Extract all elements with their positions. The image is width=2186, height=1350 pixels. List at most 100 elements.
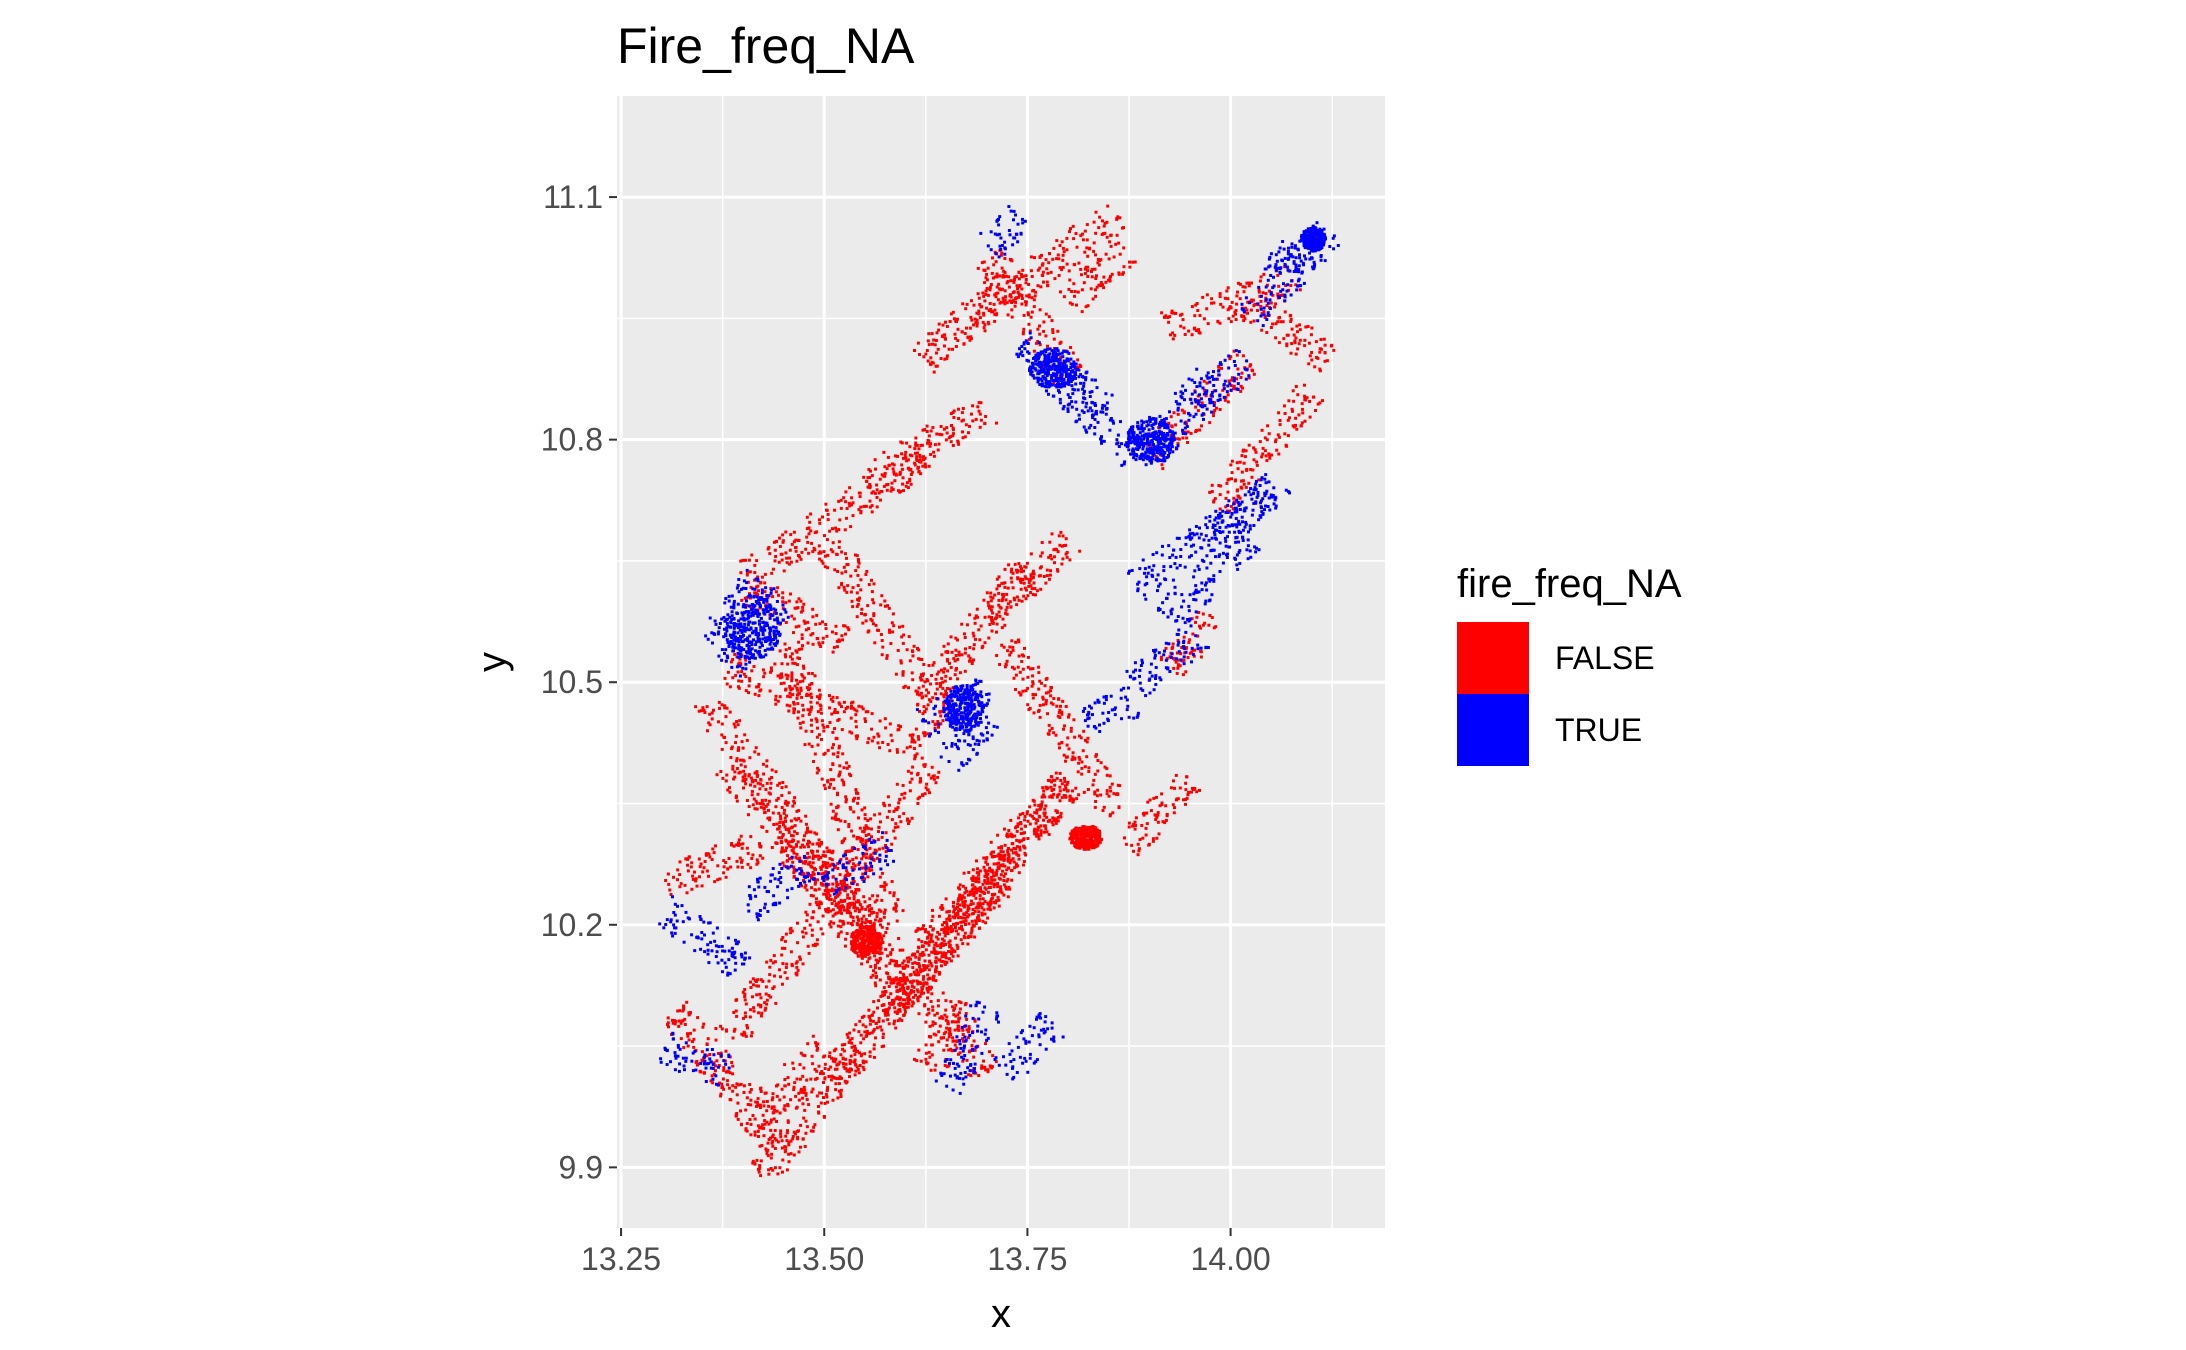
data-point <box>997 852 1001 856</box>
data-point <box>958 916 962 919</box>
data-point <box>882 986 886 990</box>
data-point <box>779 850 783 854</box>
data-point <box>846 896 850 900</box>
data-point <box>977 910 981 914</box>
data-point <box>923 428 927 432</box>
data-point <box>1264 454 1268 458</box>
data-point <box>938 710 942 714</box>
data-point <box>1068 278 1072 282</box>
data-point <box>756 1124 760 1128</box>
data-point <box>965 623 969 627</box>
data-point <box>857 888 861 892</box>
data-point <box>1000 626 1004 630</box>
data-point <box>738 719 742 723</box>
data-point <box>896 978 900 981</box>
data-point <box>957 653 961 657</box>
data-point <box>936 944 939 948</box>
data-point <box>992 302 996 306</box>
data-point <box>991 596 995 600</box>
data-point <box>1007 885 1011 889</box>
data-point <box>1310 326 1314 330</box>
data-point <box>956 339 960 342</box>
data-point <box>789 845 793 849</box>
data-point <box>787 1160 791 1164</box>
data-point <box>917 957 921 961</box>
data-point <box>931 426 935 430</box>
data-point <box>874 467 877 471</box>
data-point <box>1206 322 1210 326</box>
data-point <box>783 801 787 805</box>
data-point <box>980 305 984 309</box>
data-point <box>804 1091 808 1095</box>
data-point <box>895 995 899 999</box>
data-point <box>798 955 802 959</box>
data-point <box>878 477 882 481</box>
data-point <box>884 1008 888 1012</box>
data-point <box>819 711 823 715</box>
data-point <box>982 294 986 298</box>
data-point <box>1034 593 1037 597</box>
data-point <box>1118 784 1122 788</box>
data-point <box>846 849 850 853</box>
data-point <box>784 849 788 853</box>
data-point <box>980 1064 984 1068</box>
data-point <box>1084 267 1087 271</box>
data-point <box>1099 793 1103 797</box>
data-point <box>860 808 864 812</box>
data-point <box>906 486 910 490</box>
data-point <box>1103 765 1107 769</box>
data-point <box>1298 338 1302 342</box>
data-point <box>969 337 973 341</box>
data-point <box>1260 312 1264 315</box>
data-point <box>824 623 828 626</box>
data-point <box>1217 365 1221 368</box>
data-point <box>870 739 874 743</box>
data-point <box>788 840 792 844</box>
data-point <box>1023 586 1027 590</box>
data-point <box>677 1024 681 1028</box>
data-point <box>900 452 904 456</box>
data-point <box>1303 394 1307 398</box>
data-point <box>1104 280 1108 284</box>
data-point <box>726 670 730 674</box>
data-point <box>921 969 925 972</box>
data-point <box>970 919 974 923</box>
data-point <box>725 682 729 686</box>
data-point <box>745 1096 749 1100</box>
data-point <box>973 1048 977 1052</box>
data-point <box>822 892 826 896</box>
data-point <box>708 1053 712 1056</box>
data-point <box>877 734 881 738</box>
data-point <box>731 1072 735 1076</box>
data-point <box>886 604 889 608</box>
data-point <box>841 638 844 642</box>
data-point <box>1133 820 1137 824</box>
data-point <box>798 680 802 684</box>
data-point <box>905 1002 908 1006</box>
data-point <box>927 434 931 438</box>
data-point <box>783 816 787 820</box>
data-point <box>772 985 776 989</box>
data-point <box>719 770 723 773</box>
data-point <box>1037 804 1041 808</box>
data-point <box>968 646 972 649</box>
data-point <box>813 831 817 835</box>
data-point <box>778 830 782 834</box>
data-point <box>1020 660 1024 663</box>
data-point <box>795 818 799 822</box>
data-point <box>901 641 905 645</box>
data-point <box>854 569 858 573</box>
data-point <box>956 913 960 917</box>
data-point <box>1175 797 1179 801</box>
data-point <box>876 628 879 632</box>
data-point <box>962 912 966 916</box>
data-point <box>807 951 811 955</box>
data-point <box>932 450 936 454</box>
data-point <box>823 1101 827 1105</box>
data-point <box>937 770 941 774</box>
data-point <box>788 646 791 650</box>
data-point <box>779 1132 783 1136</box>
data-point <box>806 641 810 645</box>
data-point <box>1028 822 1032 826</box>
data-point <box>997 610 1001 614</box>
